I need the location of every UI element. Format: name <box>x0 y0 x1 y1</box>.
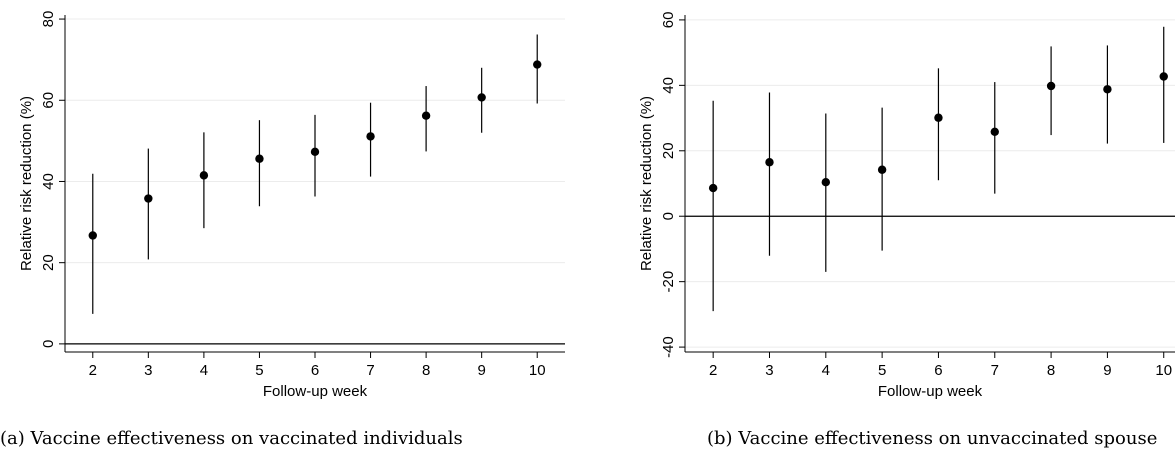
data-point <box>821 177 831 187</box>
data-point <box>1159 72 1168 81</box>
data-point <box>1046 81 1056 91</box>
y-tick-label: 0 <box>40 340 57 348</box>
y-tick-label: 60 <box>40 92 57 109</box>
y-axis-title: Relative risk reduction (%) <box>638 96 655 271</box>
panel-b: -40 -20 0 20 40 60 2 3 4 5 6 7 8 9 10 Follow-up week Rel… <box>590 0 1175 469</box>
y-axis-title: Relative risk reduction (%) <box>18 96 35 271</box>
data-point <box>366 132 375 141</box>
panel-a: 0 20 40 60 80 2 3 4 5 6 7 8 9 10 Follow-up week Relativ… <box>0 11 565 449</box>
data-point <box>934 113 943 122</box>
chart-b: -40 -20 0 20 40 60 2 3 4 5 6 7 8 9 10 Follow-up week Rel… <box>638 12 1175 400</box>
caption-b: (b) Vaccine effectiveness on unvaccinate… <box>707 428 1158 449</box>
data-point <box>255 154 264 163</box>
y-tick-label: 80 <box>40 11 57 28</box>
x-tick-label: 6 <box>311 362 319 379</box>
data-point <box>877 165 887 174</box>
x-tick-label: 9 <box>1103 362 1111 379</box>
x-tick-label: 5 <box>878 362 886 379</box>
y-tick-label: 20 <box>40 254 57 271</box>
y-tick-label: 60 <box>660 12 677 29</box>
caption-a: (a) Vaccine effectiveness on vaccinated … <box>0 428 463 449</box>
x-tick-label: 6 <box>934 362 942 379</box>
chart-a: 0 20 40 60 80 2 3 4 5 6 7 8 9 10 Follow-up week Relativ… <box>18 11 565 400</box>
x-tick-label: 5 <box>255 362 263 379</box>
data-point <box>199 171 209 180</box>
x-tick-label: 2 <box>709 362 717 379</box>
y-tick-label: 40 <box>40 173 57 190</box>
x-tick-label: 10 <box>1155 362 1172 379</box>
x-tick-label: 2 <box>89 362 97 379</box>
x-tick-label: 3 <box>144 362 152 379</box>
x-tick-label: 9 <box>477 362 485 379</box>
y-tick-label: 20 <box>660 142 677 159</box>
data-point <box>310 147 320 157</box>
data-point <box>421 111 431 120</box>
data-point <box>144 194 153 203</box>
x-tick-label: 4 <box>200 362 208 379</box>
x-axis-title: Follow-up week <box>878 383 983 400</box>
data-point <box>990 127 999 137</box>
data-point <box>533 60 542 69</box>
x-tick-label: 8 <box>422 362 430 379</box>
y-tick-label: 40 <box>660 77 677 94</box>
y-tick-label: -20 <box>660 271 677 293</box>
x-tick-label: 3 <box>765 362 773 379</box>
x-tick-label: 7 <box>991 362 999 379</box>
x-tick-label: 4 <box>822 362 830 379</box>
data-point <box>88 231 97 240</box>
data-point <box>1103 85 1112 94</box>
x-tick-label: 10 <box>529 362 546 379</box>
data-point <box>708 183 718 193</box>
y-tick-label: 0 <box>660 212 677 220</box>
data-point <box>477 93 486 102</box>
data-point <box>765 158 774 167</box>
x-tick-label: 8 <box>1047 362 1055 379</box>
x-tick-label: 7 <box>366 362 374 379</box>
x-axis-title: Follow-up week <box>263 383 368 400</box>
y-tick-label: -40 <box>660 336 677 358</box>
